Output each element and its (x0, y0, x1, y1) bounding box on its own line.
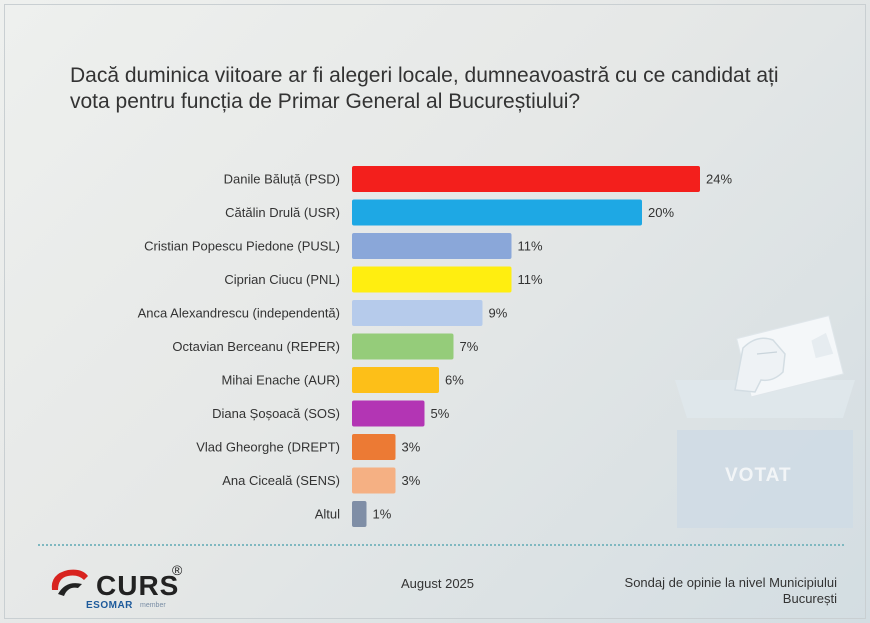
category-label: Diana Șoșoacă (SOS) (212, 406, 340, 421)
ballot-box-icon (675, 315, 855, 528)
esomar-text: ESOMAR (86, 600, 133, 611)
value-label: 7% (460, 339, 479, 354)
logo-text: CURS (96, 570, 180, 601)
bar (352, 501, 367, 527)
category-label: Cătălin Drulă (USR) (225, 205, 340, 220)
bar (352, 434, 396, 460)
bar (352, 400, 425, 427)
logo-swirl-icon (51, 569, 88, 596)
logo-registered-mark: ® (172, 562, 183, 578)
category-label: Ana Ciceală (SENS) (222, 473, 340, 488)
footer-source-line-1: Sondaj de opinie la nivel Municipiului (624, 575, 837, 590)
esomar-member-text: member (140, 602, 166, 609)
footer-source: Sondaj de opinie la nivel Municipiului B… (597, 575, 837, 607)
ballot-box-illustration: VOTAT (665, 310, 865, 530)
category-label: Anca Alexandrescu (independentă) (138, 306, 340, 321)
footer-source-line-2: București (782, 591, 837, 606)
category-label: Cristian Popescu Piedone (PUSL) (144, 239, 340, 254)
category-label: Mihai Enache (AUR) (222, 373, 341, 388)
value-label: 9% (489, 306, 508, 321)
bar (352, 300, 483, 326)
category-label: Vlad Gheorghe (DREPT) (196, 440, 340, 455)
bar (352, 199, 642, 226)
value-label: 24% (706, 172, 732, 187)
bar (352, 467, 396, 494)
footer-date: August 2025 (401, 576, 475, 591)
bar (352, 266, 512, 293)
value-label: 3% (402, 440, 421, 455)
frame (4, 4, 866, 619)
category-label: Ciprian Ciucu (PNL) (224, 272, 340, 287)
ballot-label: VOTAT (725, 465, 792, 486)
bar (352, 233, 512, 259)
bar (352, 166, 700, 192)
bar (352, 333, 454, 360)
category-label: Octavian Berceanu (REPER) (172, 339, 340, 354)
value-label: 5% (431, 406, 450, 421)
category-label: Danile Băluță (PSD) (224, 172, 340, 187)
value-label: 6% (445, 373, 464, 388)
curs-logo: CURS ® ESOMAR member (44, 562, 214, 614)
value-label: 11% (518, 272, 543, 287)
bar (352, 367, 439, 393)
value-label: 1% (373, 507, 392, 522)
footer-divider (38, 544, 844, 546)
value-label: 3% (402, 473, 421, 488)
category-label: Altul (315, 507, 340, 522)
chart-title: Dacă duminica viitoare ar fi alegeri loc… (70, 64, 779, 113)
value-label: 11% (518, 239, 543, 254)
value-label: 20% (648, 205, 674, 220)
